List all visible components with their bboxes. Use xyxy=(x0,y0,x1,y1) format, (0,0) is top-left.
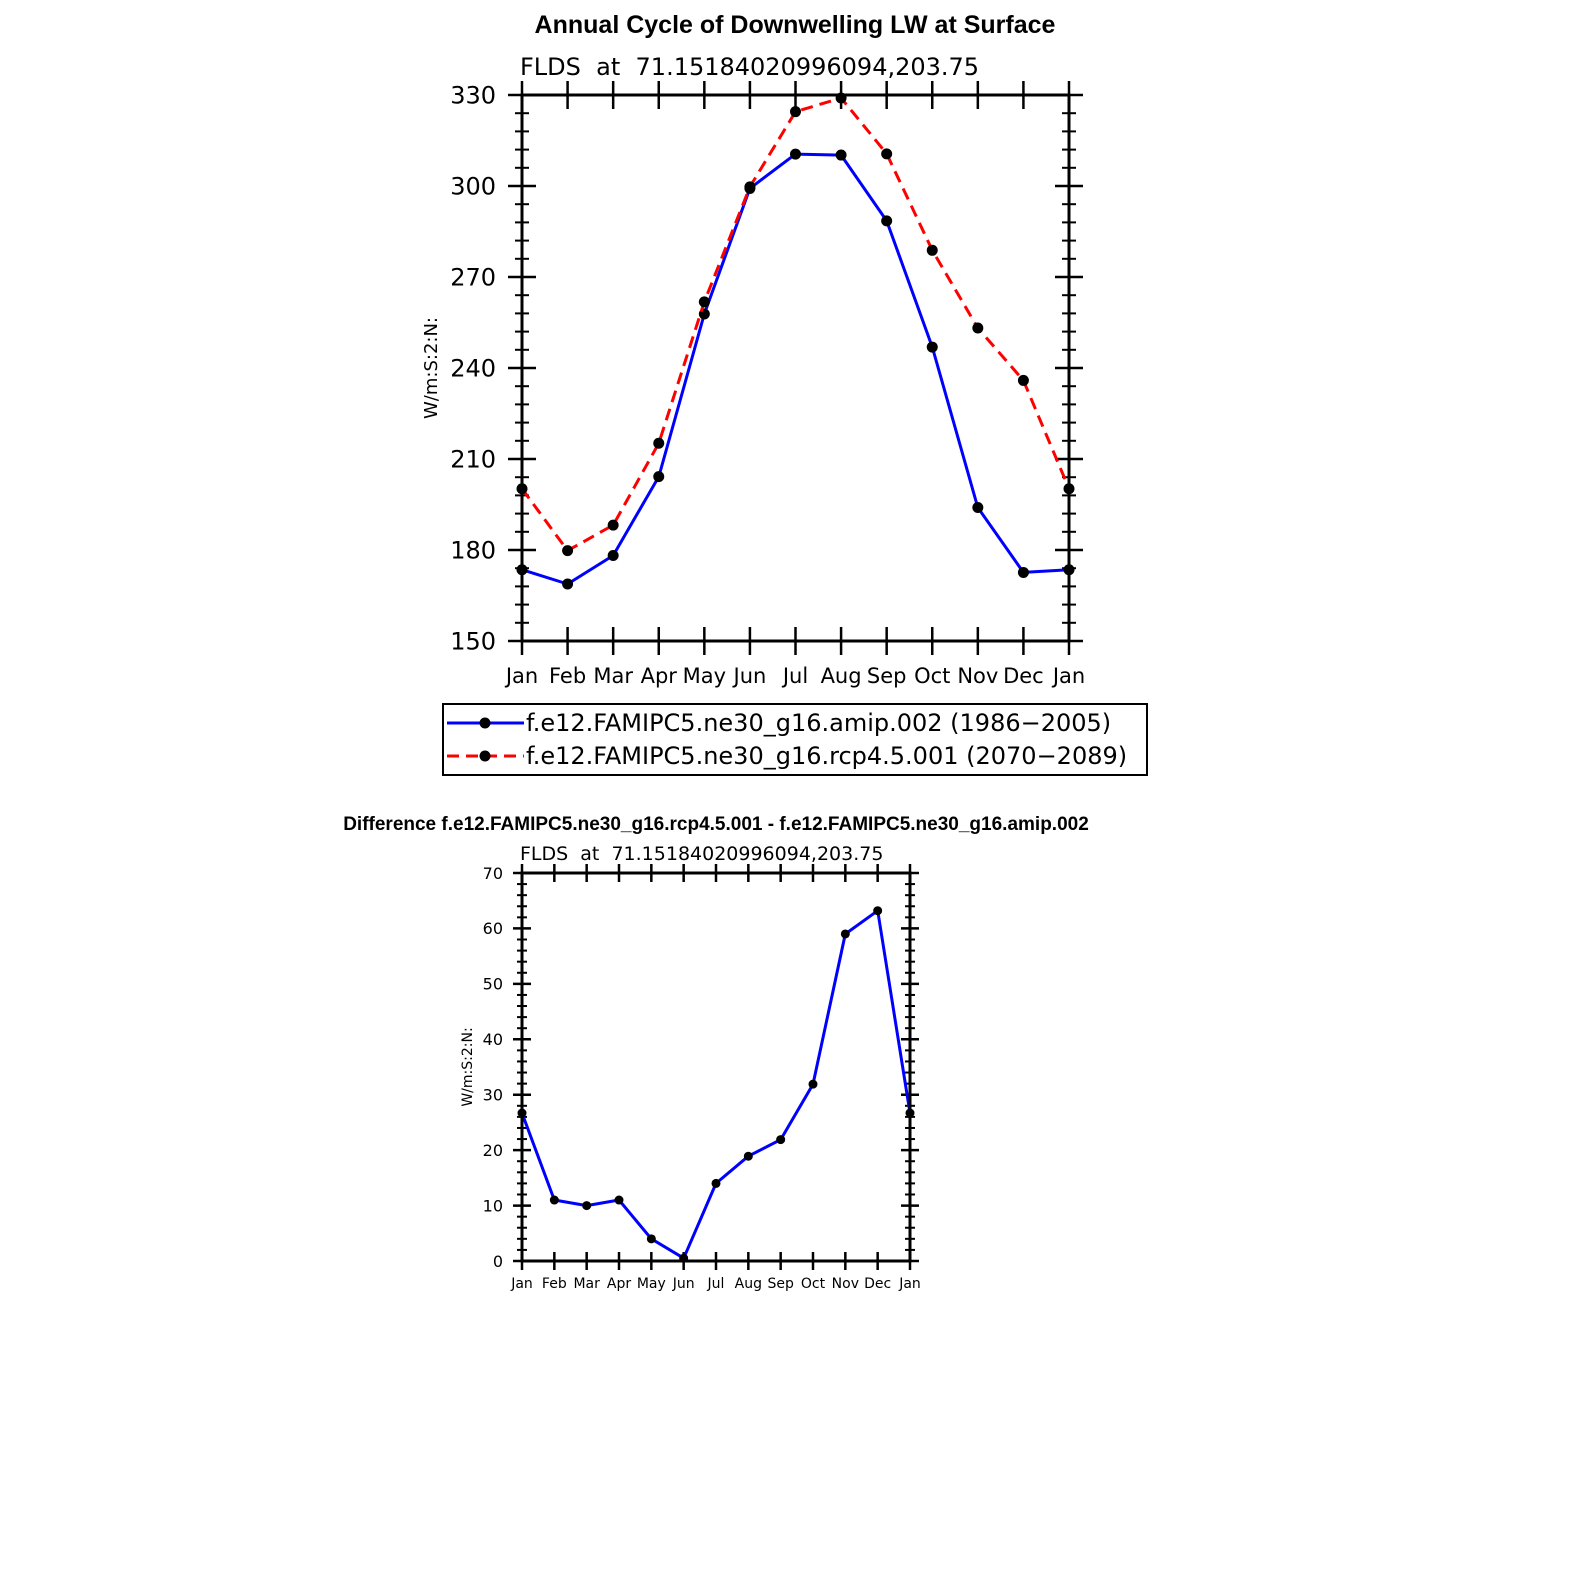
series-1-point xyxy=(562,578,574,590)
y-tick-label: 70 xyxy=(483,864,503,883)
y-tick-label: 20 xyxy=(483,1141,503,1160)
series-line-1 xyxy=(520,909,912,1260)
x-tick-label: Jun xyxy=(672,1276,695,1292)
x-tick-label: Oct xyxy=(914,664,950,688)
y-tick-label: 180 xyxy=(450,537,496,565)
x-tick-label: Sep xyxy=(867,664,907,688)
series-1-point xyxy=(653,471,665,483)
x-tick-label: Jan xyxy=(510,1276,533,1292)
series-2-point xyxy=(881,148,893,160)
series-1-point xyxy=(614,1195,624,1205)
x-tick-label: Nov xyxy=(957,664,998,688)
x-tick-label: Feb xyxy=(542,1276,567,1292)
x-tick-label: Mar xyxy=(593,664,633,688)
series-2-point xyxy=(744,181,756,193)
x-tick-label: Sep xyxy=(767,1276,794,1292)
x-tick-label: Apr xyxy=(641,664,678,688)
x-tick-label: Mar xyxy=(573,1276,600,1292)
y-tick-label: 300 xyxy=(450,173,496,201)
x-tick-label: Apr xyxy=(607,1276,631,1292)
y-tick-label: 40 xyxy=(483,1030,503,1049)
series-1-point xyxy=(582,1201,592,1211)
series-2-point xyxy=(562,545,574,557)
y-tick-label: 50 xyxy=(483,975,503,994)
x-tick-label: Jul xyxy=(707,1276,725,1292)
x-tick-label: Jan xyxy=(898,1276,921,1292)
legend-label-series-1: f.e12.FAMIPC5.ne30_g16.amip.002 (1986−20… xyxy=(526,709,1111,737)
series-1-point xyxy=(646,1234,656,1244)
series-1-point xyxy=(790,148,801,160)
y-tick-label: 10 xyxy=(483,1196,503,1215)
series-1-point xyxy=(972,502,984,514)
series-1-point xyxy=(711,1178,721,1188)
chart1-subtitle: FLDS at 71.15184020996094,203.75 xyxy=(520,53,979,81)
x-tick-label: Dec xyxy=(1003,664,1044,688)
difference-chart: Difference f.e12.FAMIPC5.ne30_g16.rcp4.5… xyxy=(343,814,1089,1292)
series-1-point xyxy=(873,906,883,916)
chart1-title: Annual Cycle of Downwelling LW at Surfac… xyxy=(535,11,1056,39)
series-2-point xyxy=(607,519,619,531)
series-2-point xyxy=(790,106,801,118)
series-1-point xyxy=(881,215,893,227)
x-tick-label: Aug xyxy=(735,1276,762,1292)
y-tick-label: 270 xyxy=(450,264,496,292)
x-tick-label: May xyxy=(683,664,726,688)
y-tick-label: 60 xyxy=(483,919,503,938)
legend-box xyxy=(442,703,1148,776)
series-1-point xyxy=(1017,566,1029,578)
y-tick-label: 240 xyxy=(450,355,496,383)
x-tick-label: Feb xyxy=(549,664,586,688)
x-tick-label: May xyxy=(637,1276,666,1292)
x-tick-label: Jun xyxy=(732,664,767,688)
series-2-point xyxy=(972,322,984,334)
series-line-1 xyxy=(521,152,1070,586)
x-tick-label: Nov xyxy=(832,1276,859,1292)
series-line-2 xyxy=(520,96,1071,553)
chart2-ylabel: W/m:S:2:N: xyxy=(460,1027,476,1106)
x-tick-label: Jan xyxy=(1051,664,1085,688)
series-1-point xyxy=(840,929,850,939)
chart1-frame xyxy=(520,93,1071,643)
chart1-ylabel: W/m:S:2:N: xyxy=(421,317,442,419)
y-tick-label: 30 xyxy=(483,1085,503,1104)
y-tick-label: 150 xyxy=(450,628,496,656)
annual-cycle-chart: Annual Cycle of Downwelling LW at Surfac… xyxy=(421,11,1148,776)
legend-label-series-2: f.e12.FAMIPC5.ne30_g16.rcp4.5.001 (2070−… xyxy=(526,742,1127,770)
chart2-title: Difference f.e12.FAMIPC5.ne30_g16.rcp4.5… xyxy=(343,814,1089,835)
legend-marker-series-2 xyxy=(479,750,491,762)
x-tick-label: Jan xyxy=(504,664,538,688)
series-1-point xyxy=(776,1135,786,1145)
series-1-point xyxy=(926,341,938,353)
y-tick-label: 210 xyxy=(450,446,496,474)
series-1-point xyxy=(835,149,847,161)
chart2-frame xyxy=(520,871,912,1263)
series-1-point xyxy=(743,1151,753,1161)
series-2-point xyxy=(653,437,665,449)
chart2-subtitle: FLDS at 71.15184020996094,203.75 xyxy=(520,843,883,865)
x-tick-label: Jul xyxy=(781,664,808,688)
series-2-point xyxy=(698,296,710,308)
series-2-point xyxy=(1017,374,1029,386)
series-1-point xyxy=(549,1195,559,1205)
chart1-legend: f.e12.FAMIPC5.ne30_g16.amip.002 (1986−20… xyxy=(442,703,1148,776)
series-2-point xyxy=(926,244,938,256)
y-tick-label: 330 xyxy=(450,82,496,110)
series-1-point xyxy=(808,1079,818,1089)
x-tick-label: Dec xyxy=(864,1276,891,1292)
series-1-point xyxy=(607,549,619,561)
x-tick-label: Aug xyxy=(821,664,862,688)
legend-marker-series-1 xyxy=(479,717,491,729)
y-tick-label: 0 xyxy=(493,1252,503,1271)
x-tick-label: Oct xyxy=(801,1276,826,1292)
